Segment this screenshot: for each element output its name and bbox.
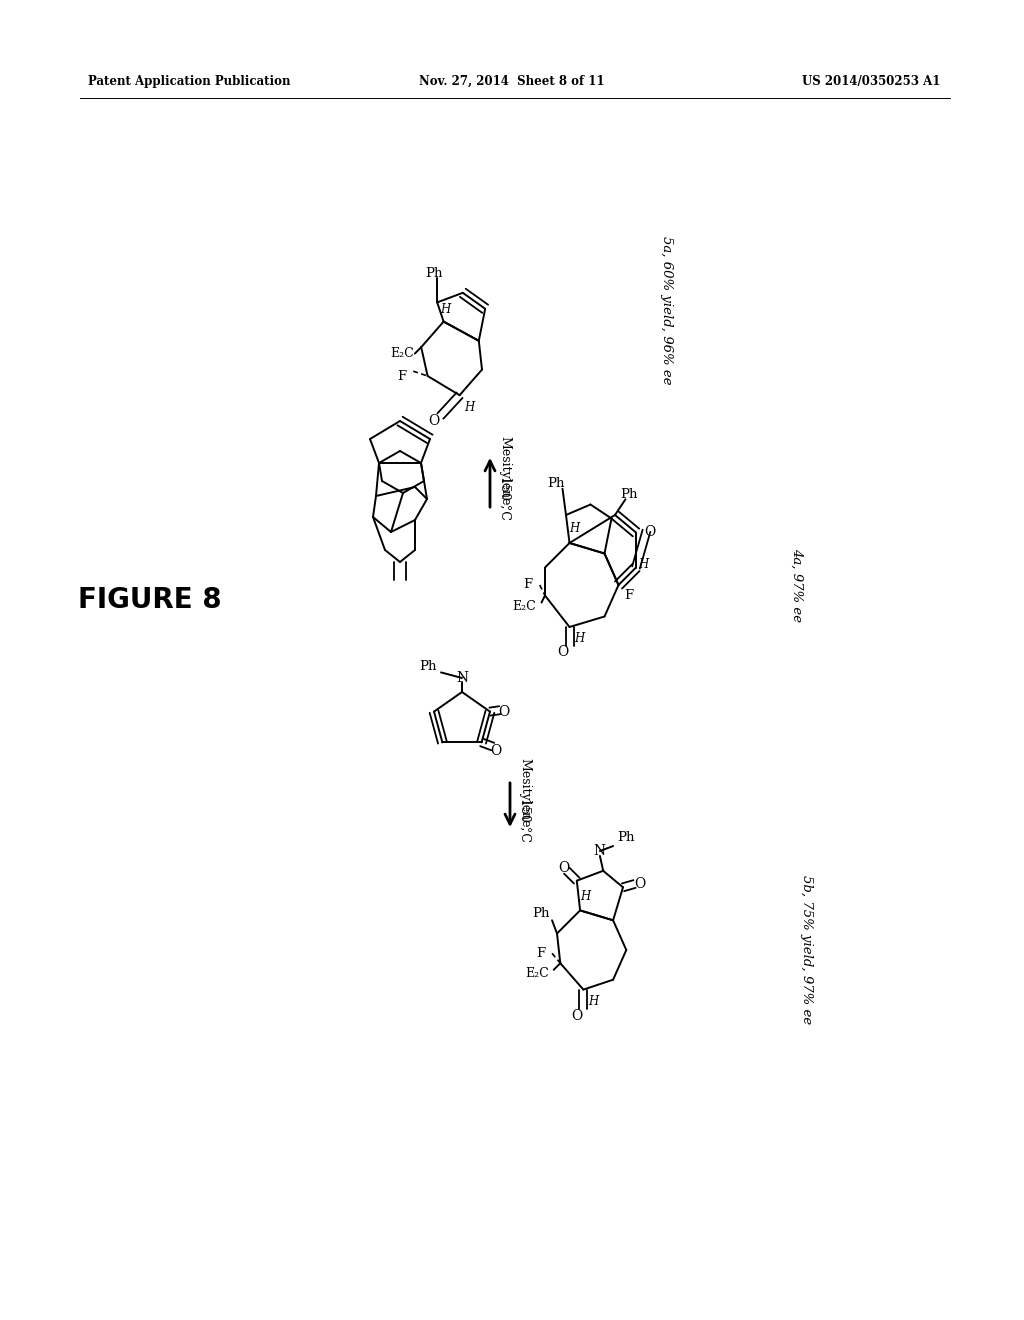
- Text: Patent Application Publication: Patent Application Publication: [88, 75, 291, 88]
- Text: H: H: [440, 304, 451, 315]
- Text: O: O: [428, 413, 439, 428]
- Text: H: H: [465, 401, 475, 413]
- Text: E₂C: E₂C: [390, 347, 414, 360]
- Text: 4a, 97% ee: 4a, 97% ee: [790, 548, 803, 622]
- Text: O: O: [557, 644, 568, 659]
- Text: N: N: [456, 671, 468, 685]
- Text: US 2014/0350253 A1: US 2014/0350253 A1: [802, 75, 940, 88]
- Text: Mesitylene,: Mesitylene,: [518, 758, 531, 832]
- Text: O: O: [489, 743, 501, 758]
- Text: 5b, 75% yield, 97% ee: 5b, 75% yield, 97% ee: [800, 875, 813, 1024]
- Text: H: H: [638, 557, 648, 570]
- Text: Ph: Ph: [531, 907, 549, 920]
- Text: Nov. 27, 2014  Sheet 8 of 11: Nov. 27, 2014 Sheet 8 of 11: [419, 75, 605, 88]
- Text: Ph: Ph: [547, 477, 564, 490]
- Text: O: O: [634, 876, 645, 891]
- Text: Mesitylene,: Mesitylene,: [498, 436, 511, 510]
- Text: FIGURE 8: FIGURE 8: [78, 586, 221, 614]
- Text: O: O: [644, 525, 655, 540]
- Text: H: H: [580, 890, 590, 903]
- Text: O: O: [558, 861, 569, 874]
- Text: O: O: [499, 705, 510, 718]
- Text: Ph: Ph: [420, 660, 437, 673]
- Text: 150 °C: 150 °C: [498, 475, 511, 520]
- Text: Ph: Ph: [425, 267, 442, 280]
- Text: H: H: [588, 995, 598, 1008]
- Text: H: H: [569, 523, 580, 536]
- Text: F: F: [536, 946, 545, 960]
- Text: 150 °C: 150 °C: [518, 799, 531, 842]
- Text: H: H: [574, 632, 585, 645]
- Text: E₂C: E₂C: [525, 966, 549, 979]
- Text: F: F: [523, 578, 532, 591]
- Text: Ph: Ph: [617, 832, 635, 845]
- Text: O: O: [571, 1008, 583, 1023]
- Text: F: F: [397, 370, 407, 383]
- Text: F: F: [625, 589, 634, 602]
- Text: Ph: Ph: [621, 487, 638, 500]
- Text: E₂C: E₂C: [512, 599, 536, 612]
- Text: N: N: [594, 843, 606, 858]
- Text: 5a, 60% yield, 96% ee: 5a, 60% yield, 96% ee: [660, 236, 673, 384]
